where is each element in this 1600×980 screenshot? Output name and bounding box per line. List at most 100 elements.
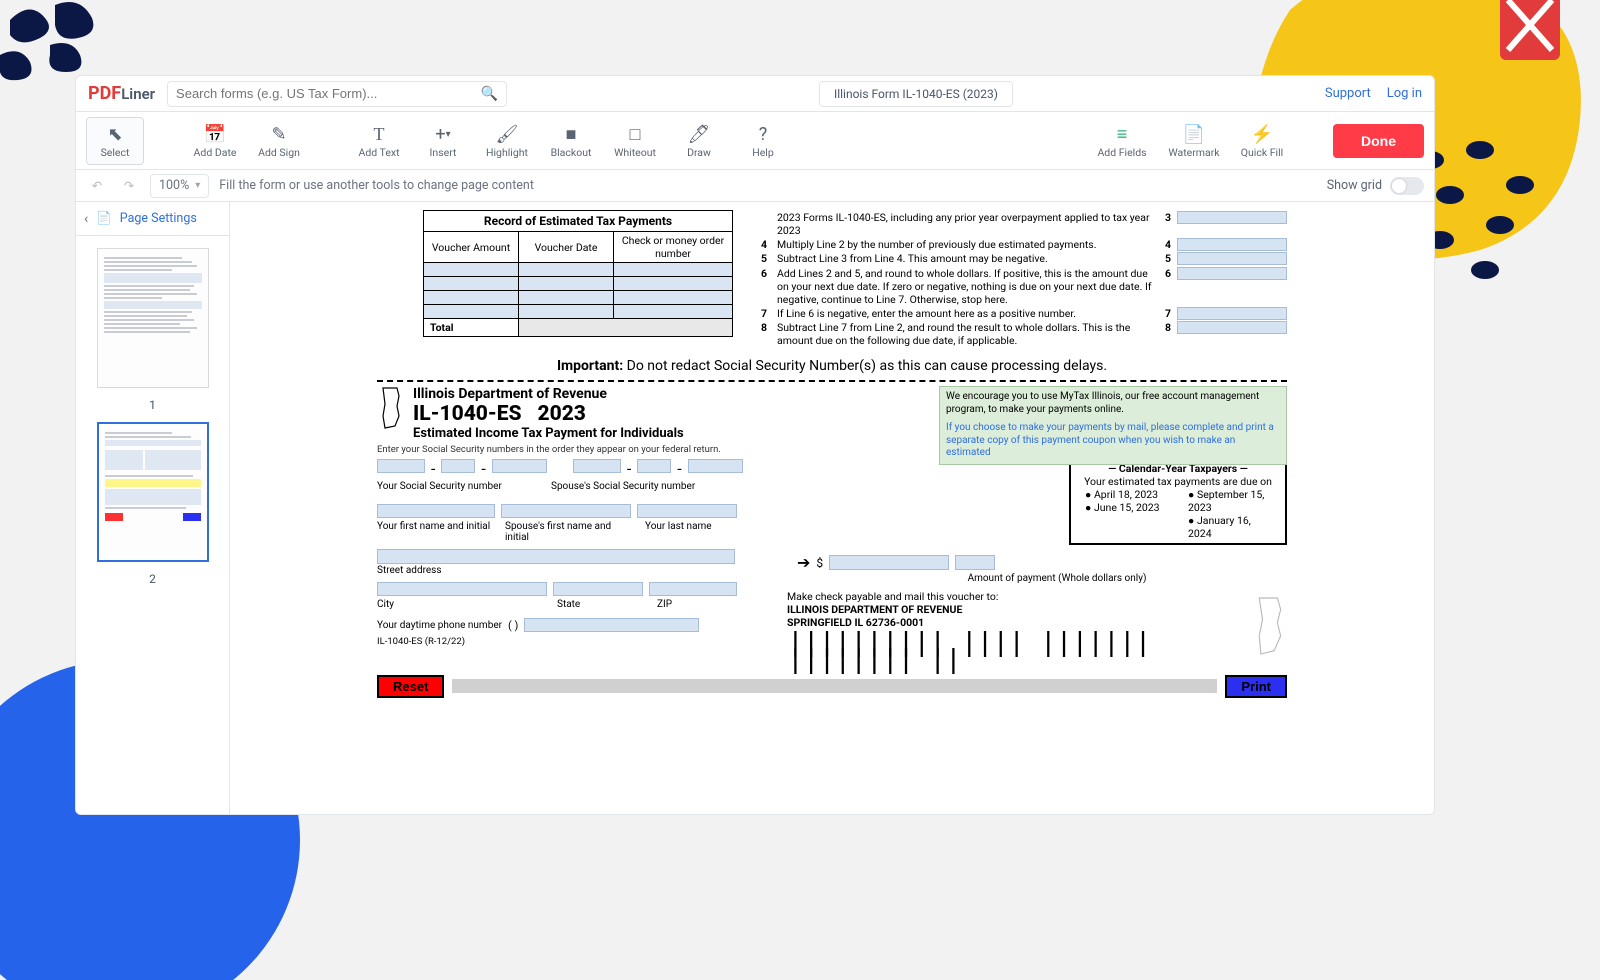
toggle-icon[interactable] bbox=[1390, 177, 1424, 195]
line5-field[interactable] bbox=[1177, 252, 1287, 265]
search-icon[interactable]: 🔍 bbox=[481, 86, 498, 102]
illinois-icon bbox=[377, 386, 405, 430]
record-cell[interactable] bbox=[519, 263, 614, 277]
record-table: Record of Estimated Tax Payments Voucher… bbox=[423, 210, 733, 337]
instructions: 2023 Forms IL-1040-ES, including any pri… bbox=[761, 210, 1287, 348]
subbar: ↶ ↷ 100%▾ Fill the form or use another t… bbox=[76, 170, 1434, 202]
form-subtitle: Estimated Income Tax Payment for Individ… bbox=[413, 426, 684, 441]
tool-draw[interactable]: 🖊Draw bbox=[670, 117, 728, 165]
illinois-outline-icon bbox=[1251, 588, 1287, 664]
dept-label: Illinois Department of Revenue bbox=[413, 386, 684, 402]
voucher: We encourage you to use MyTax Illinois, … bbox=[377, 386, 1287, 698]
address-field[interactable] bbox=[377, 549, 735, 564]
amount-field[interactable] bbox=[829, 555, 949, 570]
phone-label: Your daytime phone number bbox=[377, 620, 502, 631]
spouse-ssn-1[interactable] bbox=[573, 459, 621, 473]
tool-quick-fill[interactable]: ⚡Quick Fill bbox=[1233, 117, 1291, 165]
tool-add-fields[interactable]: ≡Add Fields bbox=[1089, 117, 1155, 165]
app-window: PDFLiner 🔍 Illinois Form IL-1040-ES (202… bbox=[75, 75, 1435, 815]
logo: PDFLiner bbox=[88, 83, 155, 104]
document-title: Illinois Form IL-1040-ES (2023) bbox=[834, 87, 998, 101]
tool-select[interactable]: ⬉Select bbox=[86, 117, 144, 165]
undo-button[interactable]: ↶ bbox=[86, 175, 108, 197]
ssn-2[interactable] bbox=[441, 459, 475, 473]
record-cell[interactable] bbox=[614, 263, 733, 277]
record-cell[interactable] bbox=[614, 277, 733, 291]
tool-whiteout[interactable]: □Whiteout bbox=[606, 117, 664, 165]
reset-button[interactable]: Reset bbox=[377, 675, 444, 698]
record-title: Record of Estimated Tax Payments bbox=[424, 211, 733, 232]
mytax-note: We encourage you to use MyTax Illinois, … bbox=[939, 386, 1287, 465]
main-area: ‹ 📄 Page Settings bbox=[76, 202, 1434, 814]
form-number: IL-1040-ES bbox=[413, 402, 522, 426]
mail-info: Make check payable and mail this voucher… bbox=[787, 590, 1243, 671]
sidebar: ‹ 📄 Page Settings bbox=[76, 202, 230, 814]
spouse-first-name-field[interactable] bbox=[501, 504, 631, 518]
record-cell[interactable] bbox=[519, 291, 614, 305]
show-grid-toggle[interactable]: Show grid bbox=[1327, 177, 1424, 195]
record-cell[interactable] bbox=[614, 305, 733, 319]
tool-help[interactable]: ?Help bbox=[734, 117, 792, 165]
record-cell[interactable] bbox=[424, 291, 519, 305]
zoom-select[interactable]: 100%▾ bbox=[150, 174, 209, 198]
logo-pdf: PDF bbox=[88, 83, 121, 104]
search-input[interactable] bbox=[176, 86, 481, 101]
state-field[interactable] bbox=[553, 582, 643, 596]
search-box[interactable]: 🔍 bbox=[167, 81, 507, 107]
spouse-ssn-2[interactable] bbox=[637, 459, 671, 473]
ssn-label: Your Social Security number bbox=[377, 481, 537, 492]
record-cell[interactable] bbox=[424, 263, 519, 277]
done-button[interactable]: Done bbox=[1333, 124, 1424, 158]
tool-insert[interactable]: +▾Insert bbox=[414, 117, 472, 165]
document-tab[interactable]: Illinois Form IL-1040-ES (2023) bbox=[819, 81, 1013, 107]
city-field[interactable] bbox=[377, 582, 547, 596]
ssn-3[interactable] bbox=[492, 459, 547, 473]
tool-watermark[interactable]: 📄Watermark bbox=[1161, 117, 1227, 165]
line3-field[interactable] bbox=[1177, 211, 1287, 224]
tool-blackout[interactable]: ■Blackout bbox=[542, 117, 600, 165]
tool-add-sign[interactable]: ✎Add Sign bbox=[250, 117, 308, 165]
zip-field[interactable] bbox=[649, 582, 737, 596]
sidebar-back-icon[interactable]: ‹ bbox=[84, 211, 88, 227]
record-h1: Voucher Amount bbox=[424, 232, 519, 263]
record-h2: Voucher Date bbox=[519, 232, 614, 263]
tool-add-text[interactable]: TAdd Text bbox=[350, 117, 408, 165]
thumbnail-2-label: 2 bbox=[149, 572, 156, 586]
first-name-field[interactable] bbox=[377, 504, 495, 518]
logo-liner: Liner bbox=[121, 85, 155, 103]
thumbnail-1-label: 1 bbox=[149, 398, 156, 412]
tax-year: 2023 bbox=[537, 402, 585, 426]
spacer-strip bbox=[452, 679, 1217, 693]
record-cell[interactable] bbox=[424, 277, 519, 291]
line7-field[interactable] bbox=[1177, 307, 1287, 320]
last-name-field[interactable] bbox=[637, 504, 737, 518]
toolbar: ⬉Select 📅Add Date ✎Add Sign TAdd Text +▾… bbox=[76, 112, 1434, 170]
tool-add-date[interactable]: 📅Add Date bbox=[186, 117, 244, 165]
important-notice: Important: Do not redact Social Security… bbox=[377, 358, 1287, 374]
login-link[interactable]: Log in bbox=[1387, 86, 1422, 101]
record-cell[interactable] bbox=[519, 305, 614, 319]
record-cell[interactable] bbox=[519, 277, 614, 291]
thumbnail-2[interactable] bbox=[97, 422, 209, 562]
spouse-ssn-3[interactable] bbox=[688, 459, 743, 473]
calendar-box: — Calendar-Year Taxpayers — Your estimat… bbox=[1069, 457, 1287, 545]
page-settings-label[interactable]: Page Settings bbox=[120, 211, 197, 226]
record-total-label: Total bbox=[424, 319, 519, 337]
canvas[interactable]: Record of Estimated Tax Payments Voucher… bbox=[230, 202, 1434, 814]
line4-field[interactable] bbox=[1177, 238, 1287, 251]
tool-highlight[interactable]: 🖌Highlight bbox=[478, 117, 536, 165]
phone-field[interactable] bbox=[524, 618, 699, 632]
ssn-1[interactable] bbox=[377, 459, 425, 473]
print-button[interactable]: Print bbox=[1225, 675, 1287, 698]
redo-button[interactable]: ↷ bbox=[118, 175, 140, 197]
header: PDFLiner 🔍 Illinois Form IL-1040-ES (202… bbox=[76, 76, 1434, 112]
line8-field[interactable] bbox=[1177, 321, 1287, 334]
line6-field[interactable] bbox=[1177, 267, 1287, 280]
support-link[interactable]: Support bbox=[1325, 86, 1371, 101]
record-h3: Check or money order number bbox=[614, 232, 733, 263]
thumbnail-1[interactable] bbox=[97, 248, 209, 388]
spouse-ssn-label: Spouse's Social Security number bbox=[551, 481, 695, 492]
record-cell[interactable] bbox=[614, 291, 733, 305]
amount-cents-field[interactable] bbox=[955, 555, 995, 570]
record-cell[interactable] bbox=[424, 305, 519, 319]
